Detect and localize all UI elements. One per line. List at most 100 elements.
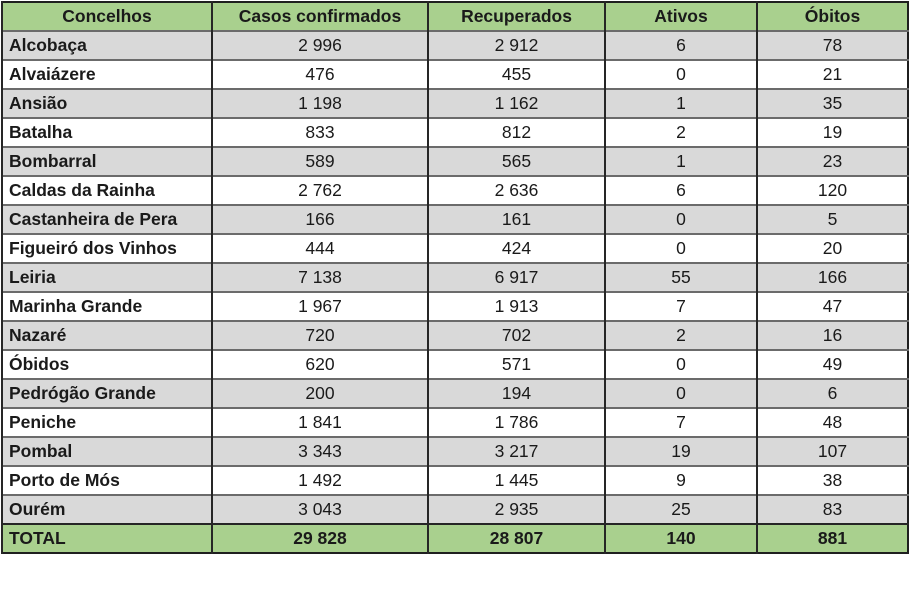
obitos-cell: 23 (756, 146, 908, 176)
ativos-cell: 25 (604, 494, 757, 524)
casos-confirmados-cell: 1 198 (211, 88, 428, 118)
column-header-obitos: Óbitos (756, 2, 908, 31)
ativos-cell: 7 (604, 291, 757, 321)
casos-confirmados-cell: 720 (211, 320, 428, 350)
casos-confirmados-cell: 1 841 (211, 407, 428, 437)
header-row: Concelhos Casos confirmados Recuperados … (1, 2, 908, 31)
ativos-cell: 0 (604, 204, 757, 234)
casos-confirmados-cell: 166 (211, 204, 428, 234)
ativos-cell: 0 (604, 59, 757, 89)
obitos-cell: 83 (756, 494, 908, 524)
ativos-cell: 2 (604, 117, 757, 147)
concelho-name-cell: Ansião (1, 88, 212, 118)
concelho-name-cell: Porto de Mós (1, 465, 212, 495)
table-row: Castanheira de Pera 166 161 0 5 (1, 204, 908, 234)
obitos-cell: 19 (756, 117, 908, 147)
recuperados-cell: 812 (427, 117, 605, 147)
table-row: Porto de Mós 1 492 1 445 9 38 (1, 465, 908, 495)
casos-confirmados-cell: 200 (211, 378, 428, 408)
concelho-name-cell: Figueiró dos Vinhos (1, 233, 212, 263)
ativos-cell: 19 (604, 436, 757, 466)
concelho-name-cell: Batalha (1, 117, 212, 147)
obitos-cell: 49 (756, 349, 908, 379)
obitos-cell: 21 (756, 59, 908, 89)
covid-concelhos-table-container: Concelhos Casos confirmados Recuperados … (1, 1, 909, 554)
column-header-recuperados: Recuperados (427, 2, 605, 31)
total-label-cell: TOTAL (1, 523, 212, 553)
recuperados-cell: 565 (427, 146, 605, 176)
covid-concelhos-table: Concelhos Casos confirmados Recuperados … (1, 1, 909, 554)
obitos-cell: 20 (756, 233, 908, 263)
obitos-cell: 107 (756, 436, 908, 466)
table-row: Pombal 3 343 3 217 19 107 (1, 436, 908, 466)
obitos-cell: 5 (756, 204, 908, 234)
recuperados-cell: 571 (427, 349, 605, 379)
obitos-cell: 47 (756, 291, 908, 321)
table-row: Nazaré 720 702 2 16 (1, 320, 908, 350)
column-header-ativos: Ativos (604, 2, 757, 31)
table-footer: TOTAL 29 828 28 807 140 881 (1, 523, 908, 553)
concelho-name-cell: Castanheira de Pera (1, 204, 212, 234)
obitos-cell: 35 (756, 88, 908, 118)
recuperados-cell: 1 162 (427, 88, 605, 118)
casos-confirmados-cell: 476 (211, 59, 428, 89)
casos-confirmados-cell: 1 967 (211, 291, 428, 321)
table-row: Peniche 1 841 1 786 7 48 (1, 407, 908, 437)
table-row: Caldas da Rainha 2 762 2 636 6 120 (1, 175, 908, 205)
recuperados-cell: 1 786 (427, 407, 605, 437)
concelho-name-cell: Pombal (1, 436, 212, 466)
ativos-cell: 6 (604, 175, 757, 205)
casos-confirmados-cell: 444 (211, 233, 428, 263)
table-header: Concelhos Casos confirmados Recuperados … (1, 2, 908, 31)
ativos-cell: 6 (604, 30, 757, 60)
total-obitos-cell: 881 (756, 523, 908, 553)
concelho-name-cell: Marinha Grande (1, 291, 212, 321)
total-recuperados-cell: 28 807 (427, 523, 605, 553)
casos-confirmados-cell: 589 (211, 146, 428, 176)
table-body: Alcobaça 2 996 2 912 6 78 Alvaiázere 476… (1, 30, 908, 524)
concelho-name-cell: Óbidos (1, 349, 212, 379)
casos-confirmados-cell: 7 138 (211, 262, 428, 292)
ativos-cell: 1 (604, 88, 757, 118)
table-row: Batalha 833 812 2 19 (1, 117, 908, 147)
total-casos-confirmados-cell: 29 828 (211, 523, 428, 553)
casos-confirmados-cell: 620 (211, 349, 428, 379)
column-header-concelhos: Concelhos (1, 2, 212, 31)
table-row: Pedrógão Grande 200 194 0 6 (1, 378, 908, 408)
recuperados-cell: 6 917 (427, 262, 605, 292)
obitos-cell: 38 (756, 465, 908, 495)
concelho-name-cell: Leiria (1, 262, 212, 292)
concelho-name-cell: Nazaré (1, 320, 212, 350)
table-row: Alcobaça 2 996 2 912 6 78 (1, 30, 908, 60)
recuperados-cell: 702 (427, 320, 605, 350)
casos-confirmados-cell: 3 343 (211, 436, 428, 466)
obitos-cell: 120 (756, 175, 908, 205)
recuperados-cell: 2 636 (427, 175, 605, 205)
obitos-cell: 78 (756, 30, 908, 60)
ativos-cell: 9 (604, 465, 757, 495)
ativos-cell: 7 (604, 407, 757, 437)
casos-confirmados-cell: 2 762 (211, 175, 428, 205)
ativos-cell: 0 (604, 349, 757, 379)
recuperados-cell: 1 913 (427, 291, 605, 321)
table-row: Marinha Grande 1 967 1 913 7 47 (1, 291, 908, 321)
casos-confirmados-cell: 2 996 (211, 30, 428, 60)
ativos-cell: 0 (604, 378, 757, 408)
ativos-cell: 1 (604, 146, 757, 176)
recuperados-cell: 3 217 (427, 436, 605, 466)
concelho-name-cell: Alcobaça (1, 30, 212, 60)
recuperados-cell: 455 (427, 59, 605, 89)
ativos-cell: 55 (604, 262, 757, 292)
concelho-name-cell: Bombarral (1, 146, 212, 176)
obitos-cell: 166 (756, 262, 908, 292)
concelho-name-cell: Alvaiázere (1, 59, 212, 89)
casos-confirmados-cell: 1 492 (211, 465, 428, 495)
recuperados-cell: 424 (427, 233, 605, 263)
table-row: Figueiró dos Vinhos 444 424 0 20 (1, 233, 908, 263)
table-row: Alvaiázere 476 455 0 21 (1, 59, 908, 89)
total-ativos-cell: 140 (604, 523, 757, 553)
table-row: Leiria 7 138 6 917 55 166 (1, 262, 908, 292)
table-row: Bombarral 589 565 1 23 (1, 146, 908, 176)
recuperados-cell: 1 445 (427, 465, 605, 495)
column-header-casos-confirmados: Casos confirmados (211, 2, 428, 31)
